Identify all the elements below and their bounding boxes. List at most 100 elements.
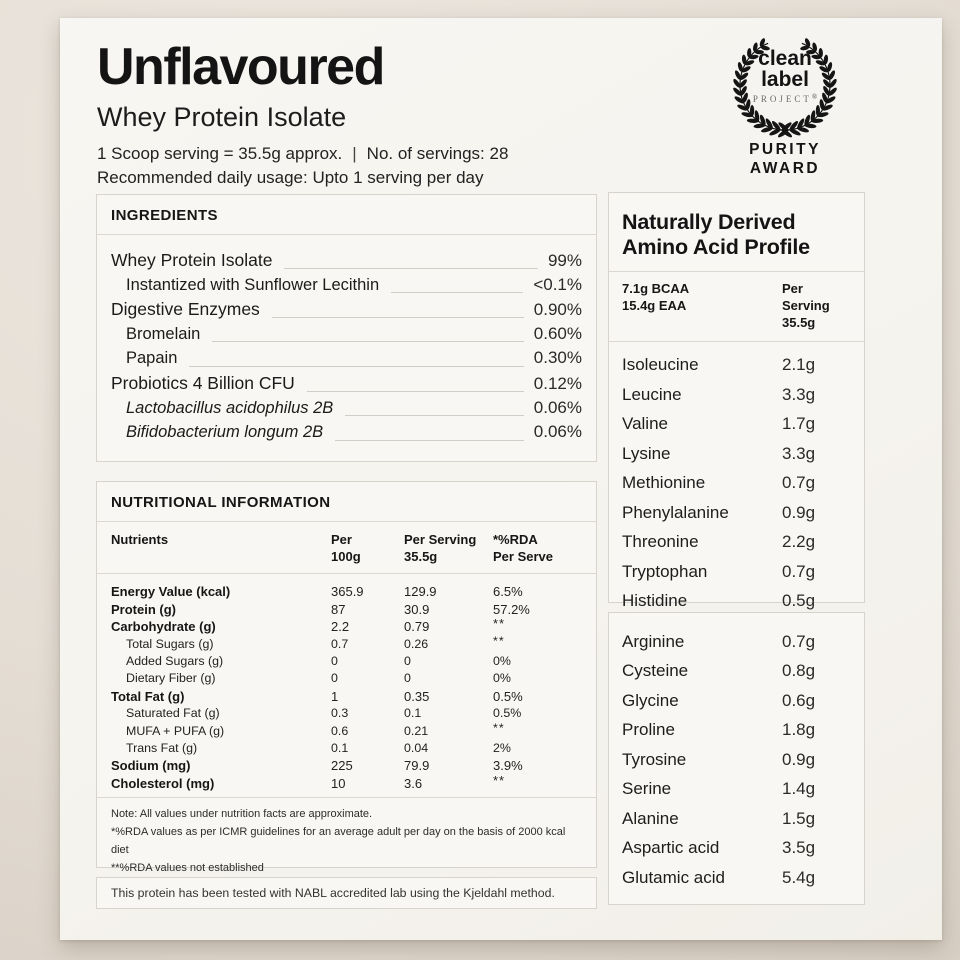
serving-info-line: 1 Scoop serving = 35.5g approx. | No. of s… xyxy=(97,144,657,164)
nutrition-title: NUTRITIONAL INFORMATION xyxy=(97,482,596,522)
ingredient-name: Probiotics 4 Billion CFU xyxy=(111,372,295,393)
leader-line xyxy=(212,341,524,343)
ingredient-value: <0.1% xyxy=(533,274,582,294)
ingredient-row: Digestive Enzymes 0.90% xyxy=(111,299,582,324)
rda-value: 3.9% xyxy=(493,758,523,774)
amino-acid-row: Tryptophan 0.7g xyxy=(622,557,851,587)
amino-acid-name: Leucine xyxy=(622,384,682,404)
amino-acid-value: 1.4g xyxy=(782,779,816,799)
registered-mark: ® xyxy=(811,93,818,101)
amino-acid-value: 0.9g xyxy=(782,502,816,522)
scoop-serving-text: 1 Scoop serving = 35.5g approx. xyxy=(97,143,343,163)
amino-acid-name: Methionine xyxy=(622,473,706,493)
rda-value: ** xyxy=(493,720,505,735)
rda-value: ** xyxy=(493,772,506,788)
page-title: Unflavoured xyxy=(97,38,385,96)
amino-acid-value: 1.8g xyxy=(782,720,816,740)
nutrition-row: Total Fat (g) 1 0.35 0.5% xyxy=(111,688,582,705)
per-serving-value: 79.9 xyxy=(404,758,430,774)
rda-value: 0.5% xyxy=(493,688,523,704)
amino-acid-value: 0.5g xyxy=(782,591,816,611)
conditional-amino-list: Arginine 0.7g Cysteine 0.8g Glycine 0.6g Proli… xyxy=(609,613,864,893)
nutrition-row: Trans Fat (g) 0.1 0.04 2% xyxy=(111,740,582,757)
per-100g-value: 0 xyxy=(331,671,338,686)
separator-bar: | xyxy=(352,143,357,163)
amino-acid-name: Tyrosine xyxy=(622,749,687,769)
amino-acid-name: Glutamic acid xyxy=(622,867,725,887)
ingredient-name: Papain xyxy=(126,349,178,368)
amino-acid-value: 0.7g xyxy=(782,631,816,651)
per-serving-label: Per Serving 35.5g xyxy=(782,281,830,330)
nutrition-table-body: Energy Value (kcal) 365.9 129.9 6.5% Protein… xyxy=(97,574,596,797)
nutrition-row: Energy Value (kcal) 365.9 129.9 6.5% xyxy=(111,583,582,600)
amino-acid-name: Arginine xyxy=(622,631,685,651)
per-100g-value: 0.6 xyxy=(331,723,349,738)
per-100g-value: 0.1 xyxy=(331,740,349,755)
amino-acid-name: Histidine xyxy=(622,591,688,611)
nutrition-row: Saturated Fat (g) 0.3 0.1 0.5% xyxy=(111,705,582,722)
leader-line xyxy=(271,316,524,318)
nutrient-name: Energy Value (kcal) xyxy=(111,584,231,600)
amino-acid-value: 0.6g xyxy=(782,690,816,710)
wreath-wrap: clean label PROJECT® xyxy=(705,38,865,138)
nutrition-column-headers: Nutrients Per 100g Per Serving 35.5g *%RDA… xyxy=(97,522,596,575)
ingredient-row: Lactobacillus acidophilus 2B 0.06% xyxy=(111,398,582,423)
per-serving-value: 3.6 xyxy=(404,775,423,791)
per-100g-value: 0.7 xyxy=(331,636,349,651)
rda-value: ** xyxy=(493,616,506,632)
amino-acid-name: Phenylalanine xyxy=(622,502,729,522)
amino-acid-row: Glutamic acid 5.4g xyxy=(622,863,851,893)
amino-subheader: 7.1g BCAA 15.4g EAA Per Serving 35.5g xyxy=(609,272,864,342)
usage-line: Recommended daily usage: Upto 1 serving … xyxy=(97,167,484,187)
amino-acid-value: 5.4g xyxy=(782,867,816,887)
per-serving-value: 0.1 xyxy=(404,706,422,721)
amino-acid-value: 0.7g xyxy=(782,473,816,493)
per-serving-value: 0.35 xyxy=(404,688,430,704)
per-100g-value: 87 xyxy=(331,601,346,617)
ingredient-value: 0.06% xyxy=(533,422,582,442)
per-serving-value: 0.79 xyxy=(404,619,430,635)
amino-acid-name: Tryptophan xyxy=(622,561,708,581)
lab-note-box: This protein has been tested with NABL a… xyxy=(96,877,597,909)
note-line: *%RDA values as per ICMR guidelines for … xyxy=(111,826,566,856)
nutrient-name: Cholesterol (mg) xyxy=(111,775,215,791)
nutrient-name: Total Fat (g) xyxy=(111,688,185,704)
nutrition-notes: Note: All values under nutrition facts a… xyxy=(97,797,596,885)
leader-line xyxy=(306,390,524,392)
purity-award-text: PURITY AWARD xyxy=(749,141,821,178)
ingredient-row: Probiotics 4 Billion CFU 0.12% xyxy=(111,373,582,398)
note-line: Note: All values under nutrition facts a… xyxy=(111,808,373,821)
note-line: **%RDA values not established xyxy=(111,861,264,874)
rda-value: 2% xyxy=(493,740,511,755)
product-subtitle: Whey Protein Isolate xyxy=(97,101,347,132)
ingredient-row: Bromelain 0.60% xyxy=(111,324,582,349)
ingredient-value: 0.60% xyxy=(533,323,582,343)
amino-acid-row: Proline 1.8g xyxy=(622,716,851,746)
ingredient-value: 0.06% xyxy=(533,397,582,417)
ingredients-list: Whey Protein Isolate 99% Instantized with … xyxy=(97,235,596,447)
amino-acid-value: 0.7g xyxy=(782,561,816,581)
amino-profile-box: Naturally Derived Amino Acid Profile 7.1… xyxy=(608,192,865,610)
nutrient-name: MUFA + PUFA (g) xyxy=(126,723,225,738)
amino-acid-name: Lysine xyxy=(622,443,671,463)
nutrient-name: Protein (g) xyxy=(111,601,176,617)
rda-value: 6.5% xyxy=(493,584,523,600)
nutrition-row: Dietary Fiber (g) 0 0 0% xyxy=(111,670,582,687)
ingredient-name: Instantized with Sunflower Lecithin xyxy=(126,275,380,294)
amino-acid-name: Glycine xyxy=(622,690,679,710)
per-serving-value: 129.9 xyxy=(404,584,437,600)
amino-acid-row: Isoleucine 2.1g xyxy=(622,351,851,381)
amino-secondary-box: Arginine 0.7g Cysteine 0.8g Glycine 0.6g Proli… xyxy=(608,612,865,905)
amino-acid-row: Histidine 0.5g xyxy=(622,587,851,617)
col-per-serving: Per Serving 35.5g xyxy=(404,532,477,565)
nutrition-row: Cholesterol (mg) 10 3.6 ** xyxy=(111,772,582,792)
nutrition-row: MUFA + PUFA (g) 0.6 0.21 ** xyxy=(111,720,582,740)
amino-acid-row: Tyrosine 0.9g xyxy=(622,745,851,775)
amino-acid-row: Methionine 0.7g xyxy=(622,469,851,499)
badge-clean-text: clean xyxy=(758,47,812,70)
amino-acid-name: Threonine xyxy=(622,532,699,552)
nutrition-row: Added Sugars (g) 0 0 0% xyxy=(111,653,582,670)
amino-acid-value: 2.2g xyxy=(782,532,816,552)
nutrition-row: Carbohydrate (g) 2.2 0.79 ** xyxy=(111,616,582,635)
